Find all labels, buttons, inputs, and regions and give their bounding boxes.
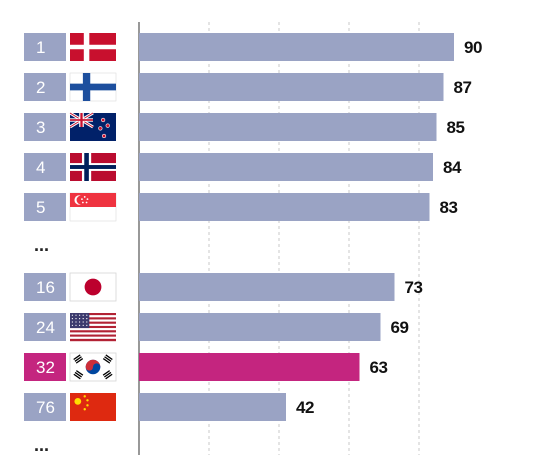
value-label: 87 — [454, 78, 472, 97]
finland-flag-icon — [69, 72, 117, 102]
norway-flag-icon — [70, 153, 116, 181]
bar — [139, 153, 433, 181]
usa-flag-icon — [70, 313, 116, 342]
china-flag-icon — [70, 393, 116, 421]
bar — [139, 113, 437, 141]
value-label: 90 — [464, 38, 482, 57]
bar — [139, 393, 286, 421]
chart-row: 2 87 — [24, 72, 472, 102]
value-label: 73 — [405, 278, 423, 297]
value-label: 84 — [443, 158, 462, 177]
singapore-flag-icon — [69, 192, 117, 222]
chart-row: 16 73 — [24, 272, 423, 302]
rank-label: 4 — [36, 158, 45, 177]
chart-row: 32 63 — [24, 352, 388, 382]
bar — [139, 73, 444, 101]
bar — [139, 273, 395, 301]
ellipsis-label: ... — [34, 435, 49, 455]
new-zealand-flag-icon — [69, 111, 116, 141]
rank-box — [24, 193, 66, 221]
rank-box — [24, 313, 66, 341]
rank-box — [24, 273, 66, 301]
chart-row: 24 69 — [24, 313, 409, 342]
chart-row: 1 90 — [24, 33, 482, 61]
value-label: 83 — [440, 198, 458, 217]
rank-label: 3 — [36, 118, 45, 137]
rank-box — [24, 353, 66, 381]
value-label: 63 — [370, 358, 388, 377]
chart-row: 5 83 — [24, 192, 458, 222]
south-korea-flag-icon — [69, 352, 117, 382]
chart-row: 4 84 — [24, 153, 462, 181]
chart-row: 76 42 — [24, 393, 314, 421]
rank-box — [24, 73, 66, 101]
rank-label: 76 — [36, 398, 55, 417]
rank-label: 5 — [36, 198, 45, 217]
japan-flag-icon — [69, 272, 117, 302]
bar — [139, 313, 381, 341]
value-label: 85 — [447, 118, 465, 137]
value-label: 69 — [391, 318, 409, 337]
rank-label: 1 — [36, 38, 45, 57]
rank-label: 32 — [36, 358, 55, 377]
bar — [139, 193, 430, 221]
chart-row: 3 85 — [24, 111, 465, 141]
rank-box — [24, 113, 66, 141]
rank-label: 16 — [36, 278, 55, 297]
rank-box — [24, 33, 66, 61]
denmark-flag-icon — [70, 33, 116, 61]
value-label: 42 — [296, 398, 314, 417]
rank-label: 2 — [36, 78, 45, 97]
rank-box — [24, 153, 66, 181]
bar — [139, 353, 360, 381]
rank-label: 24 — [36, 318, 55, 337]
rank-box — [24, 393, 66, 421]
ellipsis-label: ... — [34, 235, 49, 255]
bar — [139, 33, 454, 61]
